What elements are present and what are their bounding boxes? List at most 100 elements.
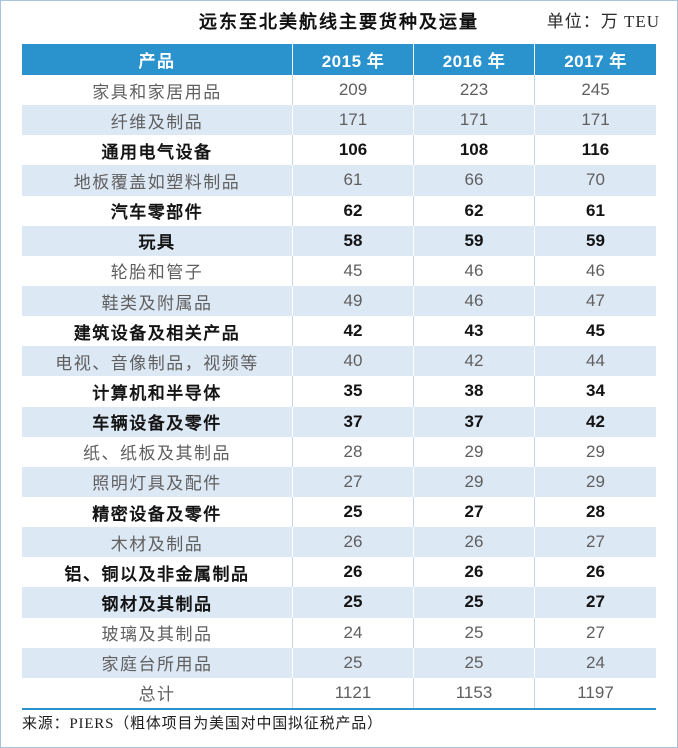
column-header-2015: 2015 年 bbox=[292, 44, 413, 75]
value-2016-cell: 25 bbox=[413, 647, 534, 678]
value-2015-cell: 209 bbox=[292, 75, 413, 106]
value-2017-cell: 61 bbox=[534, 195, 656, 226]
value-2017-cell: 116 bbox=[534, 135, 656, 166]
product-cell: 地板覆盖如塑料制品 bbox=[73, 172, 241, 192]
value-2015-cell: 25 bbox=[292, 587, 413, 618]
table-row: 计算机和半导体 35 38 34 bbox=[22, 376, 656, 407]
value-2016-cell: 25 bbox=[413, 587, 534, 618]
product-cell: 玩具 bbox=[138, 233, 176, 253]
value-2017-cell: 59 bbox=[534, 225, 656, 256]
value-2017-cell: 24 bbox=[534, 647, 656, 678]
total-2016-cell: 1153 bbox=[413, 677, 534, 708]
value-2016-cell: 27 bbox=[413, 496, 534, 528]
value-2017-cell: 171 bbox=[534, 105, 656, 136]
table-row: 玻璃及其制品 24 25 27 bbox=[22, 617, 656, 648]
product-cell: 精密设备及零件 bbox=[92, 504, 222, 524]
value-2015-cell: 27 bbox=[292, 466, 413, 497]
value-2016-cell: 66 bbox=[413, 165, 534, 196]
table-row: 玩具 58 59 59 bbox=[22, 225, 656, 256]
value-2015-cell: 45 bbox=[292, 255, 413, 286]
value-2015-cell: 49 bbox=[292, 285, 413, 317]
chart-title: 远东至北美航线主要货种及运量 bbox=[199, 12, 479, 32]
value-2017-cell: 27 bbox=[534, 617, 656, 648]
table-row: 钢材及其制品 25 25 27 bbox=[22, 587, 656, 618]
table-row: 汽车零部件 62 62 61 bbox=[22, 195, 656, 226]
value-2016-cell: 46 bbox=[413, 285, 534, 317]
product-cell: 汽车零部件 bbox=[110, 203, 204, 223]
value-2015-cell: 26 bbox=[292, 527, 413, 558]
value-2016-cell: 25 bbox=[413, 617, 534, 648]
value-2015-cell: 25 bbox=[292, 496, 413, 528]
product-cell: 玻璃及其制品 bbox=[101, 625, 213, 645]
product-cell: 钢材及其制品 bbox=[101, 594, 213, 614]
value-2016-cell: 26 bbox=[413, 527, 534, 558]
unit-label: 单位：万 TEU bbox=[546, 12, 660, 31]
value-2015-cell: 42 bbox=[292, 316, 413, 347]
value-2017-cell: 245 bbox=[534, 75, 656, 106]
value-2015-cell: 171 bbox=[292, 105, 413, 136]
total-label-cell: 总计 bbox=[138, 685, 176, 705]
data-table: 产品 2015 年 2016 年 2017 年 家具和家居用品 209 223 … bbox=[22, 44, 656, 708]
table-row: 纤维及制品 171 171 171 bbox=[22, 105, 656, 136]
product-cell: 轮胎和管子 bbox=[110, 263, 204, 283]
value-2017-cell: 42 bbox=[534, 406, 656, 437]
value-2015-cell: 37 bbox=[292, 406, 413, 437]
product-cell: 纸、纸板及其制品 bbox=[83, 444, 231, 464]
source-note: 来源：PIERS（粗体项目为美国对中国拟征税产品） bbox=[22, 716, 383, 732]
value-2017-cell: 44 bbox=[534, 346, 656, 377]
product-cell: 家具和家居用品 bbox=[92, 82, 222, 102]
value-2016-cell: 37 bbox=[413, 406, 534, 437]
product-cell: 电视、音像制品，视频等 bbox=[55, 353, 259, 373]
value-2015-cell: 61 bbox=[292, 165, 413, 196]
value-2016-cell: 42 bbox=[413, 346, 534, 377]
value-2016-cell: 29 bbox=[413, 436, 534, 467]
bottom-rule bbox=[22, 708, 656, 710]
value-2015-cell: 62 bbox=[292, 195, 413, 226]
product-cell: 计算机和半导体 bbox=[92, 383, 222, 403]
product-cell: 木材及制品 bbox=[110, 534, 204, 554]
value-2017-cell: 45 bbox=[534, 316, 656, 347]
table-row: 轮胎和管子 45 46 46 bbox=[22, 255, 656, 286]
value-2017-cell: 27 bbox=[534, 587, 656, 618]
table-total-row: 总计 1121 1153 1197 bbox=[22, 677, 656, 708]
value-2015-cell: 58 bbox=[292, 225, 413, 256]
product-cell: 建筑设备及相关产品 bbox=[73, 323, 241, 343]
table-row: 电视、音像制品，视频等 40 42 44 bbox=[22, 346, 656, 377]
table-header-row: 产品 2015 年 2016 年 2017 年 bbox=[22, 44, 656, 75]
table-row: 家具和家居用品 209 223 245 bbox=[22, 75, 656, 106]
total-2015-cell: 1121 bbox=[292, 677, 413, 708]
value-2016-cell: 38 bbox=[413, 376, 534, 407]
value-2017-cell: 46 bbox=[534, 255, 656, 286]
value-2017-cell: 70 bbox=[534, 165, 656, 196]
table-row: 铝、铜以及非金属制品 26 26 26 bbox=[22, 557, 656, 588]
value-2016-cell: 171 bbox=[413, 105, 534, 136]
total-2017-cell: 1197 bbox=[534, 677, 656, 708]
value-2015-cell: 25 bbox=[292, 647, 413, 678]
column-header-2016: 2016 年 bbox=[413, 44, 534, 75]
value-2017-cell: 34 bbox=[534, 376, 656, 407]
value-2017-cell: 26 bbox=[534, 557, 656, 588]
value-2017-cell: 29 bbox=[534, 436, 656, 467]
value-2017-cell: 27 bbox=[534, 527, 656, 558]
table-row: 地板覆盖如塑料制品 61 66 70 bbox=[22, 165, 656, 196]
value-2016-cell: 223 bbox=[413, 75, 534, 106]
table-row: 建筑设备及相关产品 42 43 45 bbox=[22, 316, 656, 347]
value-2016-cell: 108 bbox=[413, 135, 534, 166]
value-2016-cell: 43 bbox=[413, 316, 534, 347]
product-cell: 铝、铜以及非金属制品 bbox=[64, 564, 250, 584]
value-2015-cell: 26 bbox=[292, 557, 413, 588]
product-cell: 家庭台所用品 bbox=[101, 655, 213, 675]
value-2016-cell: 29 bbox=[413, 466, 534, 497]
product-cell: 车辆设备及零件 bbox=[92, 414, 222, 434]
column-header-product: 产品 bbox=[138, 52, 176, 71]
product-cell: 通用电气设备 bbox=[101, 142, 213, 162]
value-2016-cell: 59 bbox=[413, 225, 534, 256]
table-row: 家庭台所用品 25 25 24 bbox=[22, 647, 656, 678]
value-2016-cell: 26 bbox=[413, 557, 534, 588]
table-body: 家具和家居用品 209 223 245 纤维及制品 171 171 171 通用… bbox=[22, 75, 656, 708]
product-cell: 照明灯具及配件 bbox=[92, 474, 222, 494]
table-row: 通用电气设备 106 108 116 bbox=[22, 135, 656, 166]
product-cell: 纤维及制品 bbox=[110, 112, 204, 132]
table-row: 照明灯具及配件 27 29 29 bbox=[22, 466, 656, 497]
table-row: 鞋类及附属品 49 46 47 bbox=[22, 285, 656, 317]
